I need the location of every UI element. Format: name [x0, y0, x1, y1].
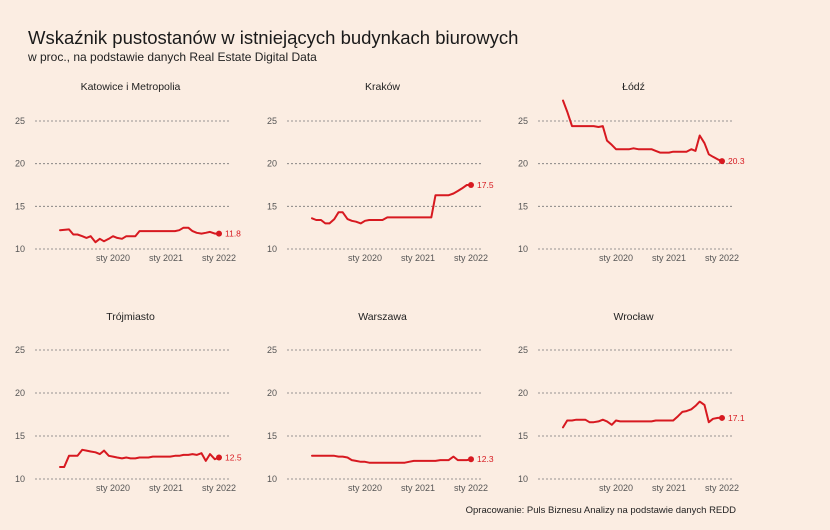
panel-title: Trójmiasto [106, 311, 155, 323]
y-tick-label: 15 [267, 431, 277, 441]
x-tick-label: sty 2020 [599, 483, 633, 493]
y-tick-label: 25 [15, 345, 25, 355]
x-tick-label: sty 2020 [96, 483, 130, 493]
x-tick-label: sty 2022 [454, 483, 488, 493]
y-tick-label: 25 [518, 116, 528, 126]
panel-title: Łódź [622, 81, 645, 93]
series-line [562, 400, 723, 429]
series-line [311, 454, 472, 464]
y-tick-label: 10 [518, 244, 528, 254]
panel-title: Wrocław [613, 311, 653, 323]
end-value-label: 17.5 [477, 180, 494, 190]
series-line [59, 226, 220, 244]
x-tick-label: sty 2022 [202, 483, 236, 493]
end-point [719, 158, 725, 165]
series-line [562, 99, 723, 163]
panel-2: Kraków 10 15 20 25 sty 2020 sty 2021 sty 2022 17… [267, 81, 494, 263]
panel-title: Kraków [365, 81, 400, 93]
panel-3: Łódź 10 15 20 25 sty 2020 sty 2021 sty 2022 20.3 [518, 81, 745, 263]
y-tick-label: 20 [518, 159, 528, 169]
panel-title: Katowice i Metropolia [81, 81, 181, 93]
y-tick-label: 10 [518, 474, 528, 484]
x-tick-label: sty 2022 [705, 483, 739, 493]
y-tick-label: 25 [518, 345, 528, 355]
y-tick-label: 10 [267, 474, 277, 484]
end-point [719, 414, 725, 421]
y-tick-label: 20 [15, 159, 25, 169]
y-tick-label: 10 [15, 474, 25, 484]
y-tick-label: 25 [267, 345, 277, 355]
y-tick-label: 20 [518, 388, 528, 398]
x-tick-label: sty 2020 [348, 253, 382, 263]
end-value-label: 12.5 [225, 453, 242, 463]
x-tick-label: sty 2022 [705, 253, 739, 263]
y-tick-label: 25 [267, 116, 277, 126]
x-tick-label: sty 2021 [652, 253, 686, 263]
series-line [311, 184, 472, 225]
x-tick-label: sty 2021 [149, 483, 183, 493]
y-tick-label: 10 [267, 244, 277, 254]
x-tick-label: sty 2021 [149, 253, 183, 263]
y-tick-label: 15 [267, 201, 277, 211]
x-tick-label: sty 2021 [401, 253, 435, 263]
end-point [468, 456, 474, 463]
y-tick-label: 20 [267, 159, 277, 169]
x-tick-label: sty 2020 [599, 253, 633, 263]
y-tick-label: 25 [15, 116, 25, 126]
x-tick-label: sty 2021 [652, 483, 686, 493]
y-tick-label: 10 [15, 244, 25, 254]
x-tick-label: sty 2020 [348, 483, 382, 493]
panel-1: Katowice i Metropolia 10 15 20 25 sty 2020 sty… [15, 81, 241, 263]
series-line [59, 448, 220, 468]
panel-6: Wrocław 10 15 20 25 sty 2020 sty 2021 sty 2022 1… [518, 311, 745, 493]
y-tick-label: 15 [518, 431, 528, 441]
y-tick-label: 20 [267, 388, 277, 398]
end-point [216, 230, 222, 237]
y-tick-label: 15 [15, 431, 25, 441]
x-tick-label: sty 2020 [96, 253, 130, 263]
panel-5: Warszawa 10 15 20 25 sty 2020 sty 2021 sty 2022… [267, 311, 494, 493]
end-value-label: 20.3 [728, 156, 745, 166]
end-point [468, 182, 474, 188]
x-tick-label: sty 2022 [202, 253, 236, 263]
panel-4: Trójmiasto 10 15 20 25 sty 2020 sty 2021 sty 20… [15, 311, 242, 493]
x-tick-label: sty 2022 [454, 253, 488, 263]
y-tick-label: 15 [518, 201, 528, 211]
source-caption: Opracowanie: Puls Biznesu Analizy na pod… [465, 505, 736, 516]
chart-title: Wskaźnik pustostanów w istniejących budy… [28, 27, 519, 48]
end-point [216, 454, 222, 461]
end-value-label: 17.1 [728, 413, 745, 423]
x-tick-label: sty 2021 [401, 483, 435, 493]
y-tick-label: 20 [15, 388, 25, 398]
chart-subtitle: w proc., na podstawie danych Real Estate… [28, 50, 317, 64]
end-value-label: 11.8 [225, 229, 241, 239]
panel-title: Warszawa [358, 311, 407, 323]
end-value-label: 12.3 [477, 454, 494, 464]
y-tick-label: 15 [15, 201, 25, 211]
